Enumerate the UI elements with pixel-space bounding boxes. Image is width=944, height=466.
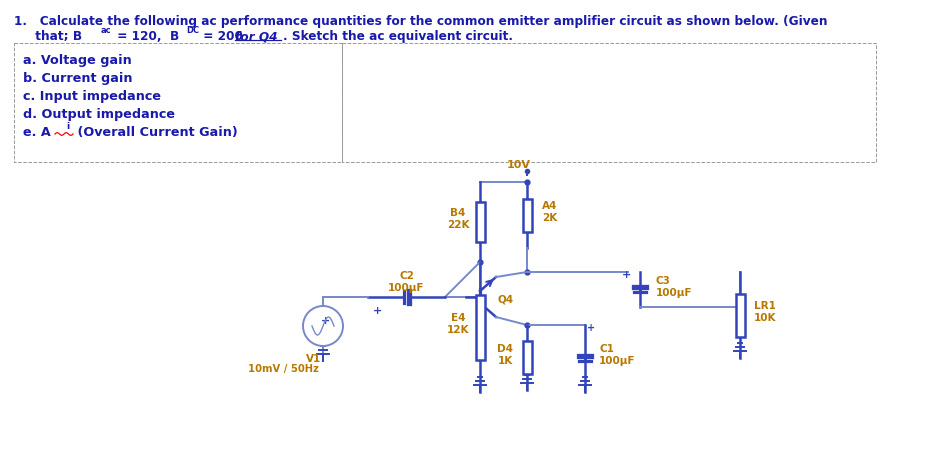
Bar xyxy=(522,341,531,374)
Text: E4: E4 xyxy=(450,313,464,323)
Text: 10V: 10V xyxy=(507,160,531,170)
Text: c. Input impedance: c. Input impedance xyxy=(23,90,160,103)
Text: C1: C1 xyxy=(598,344,614,355)
Text: V1: V1 xyxy=(306,354,321,364)
Text: +: + xyxy=(621,270,631,280)
Text: = 200: = 200 xyxy=(199,30,247,43)
Text: 12K: 12K xyxy=(447,325,469,335)
Text: 1K: 1K xyxy=(497,356,512,365)
Text: 1.   Calculate the following ac performance quantities for the common emitter am: 1. Calculate the following ac performanc… xyxy=(14,15,827,28)
Text: C3: C3 xyxy=(655,275,670,286)
Text: D4: D4 xyxy=(497,343,513,354)
Text: Q4: Q4 xyxy=(497,294,514,304)
Text: 2K: 2K xyxy=(542,213,557,223)
Text: A4: A4 xyxy=(542,201,557,211)
Text: 100μF: 100μF xyxy=(388,283,424,293)
Text: for Q4: for Q4 xyxy=(235,30,278,43)
Text: i: i xyxy=(66,122,69,131)
Text: 22K: 22K xyxy=(447,220,469,230)
Text: LR1: LR1 xyxy=(753,301,775,311)
Text: that; B: that; B xyxy=(14,30,82,43)
Text: +: + xyxy=(320,316,329,326)
Text: +: + xyxy=(373,306,381,316)
Text: DC: DC xyxy=(186,26,199,35)
Text: a. Voltage gain: a. Voltage gain xyxy=(23,54,131,67)
Text: C2: C2 xyxy=(398,271,413,281)
Text: 100μF: 100μF xyxy=(598,356,634,366)
Text: 100μF: 100μF xyxy=(655,288,692,297)
Text: . Sketch the ac equivalent circuit.: . Sketch the ac equivalent circuit. xyxy=(282,30,513,43)
Text: (Overall Current Gain): (Overall Current Gain) xyxy=(73,126,238,139)
Text: ac: ac xyxy=(101,26,111,35)
Text: 10mV / 50Hz: 10mV / 50Hz xyxy=(248,364,319,374)
Bar xyxy=(734,294,744,336)
Text: d. Output impedance: d. Output impedance xyxy=(23,108,175,121)
Text: b. Current gain: b. Current gain xyxy=(23,72,132,85)
Text: 10K: 10K xyxy=(753,313,776,323)
Text: = 120,  B: = 120, B xyxy=(113,30,179,43)
Text: e. A: e. A xyxy=(23,126,51,139)
Text: +: + xyxy=(586,323,595,333)
Text: B4: B4 xyxy=(450,208,465,218)
Bar xyxy=(475,202,484,242)
Bar xyxy=(475,295,484,359)
Bar xyxy=(522,199,531,232)
